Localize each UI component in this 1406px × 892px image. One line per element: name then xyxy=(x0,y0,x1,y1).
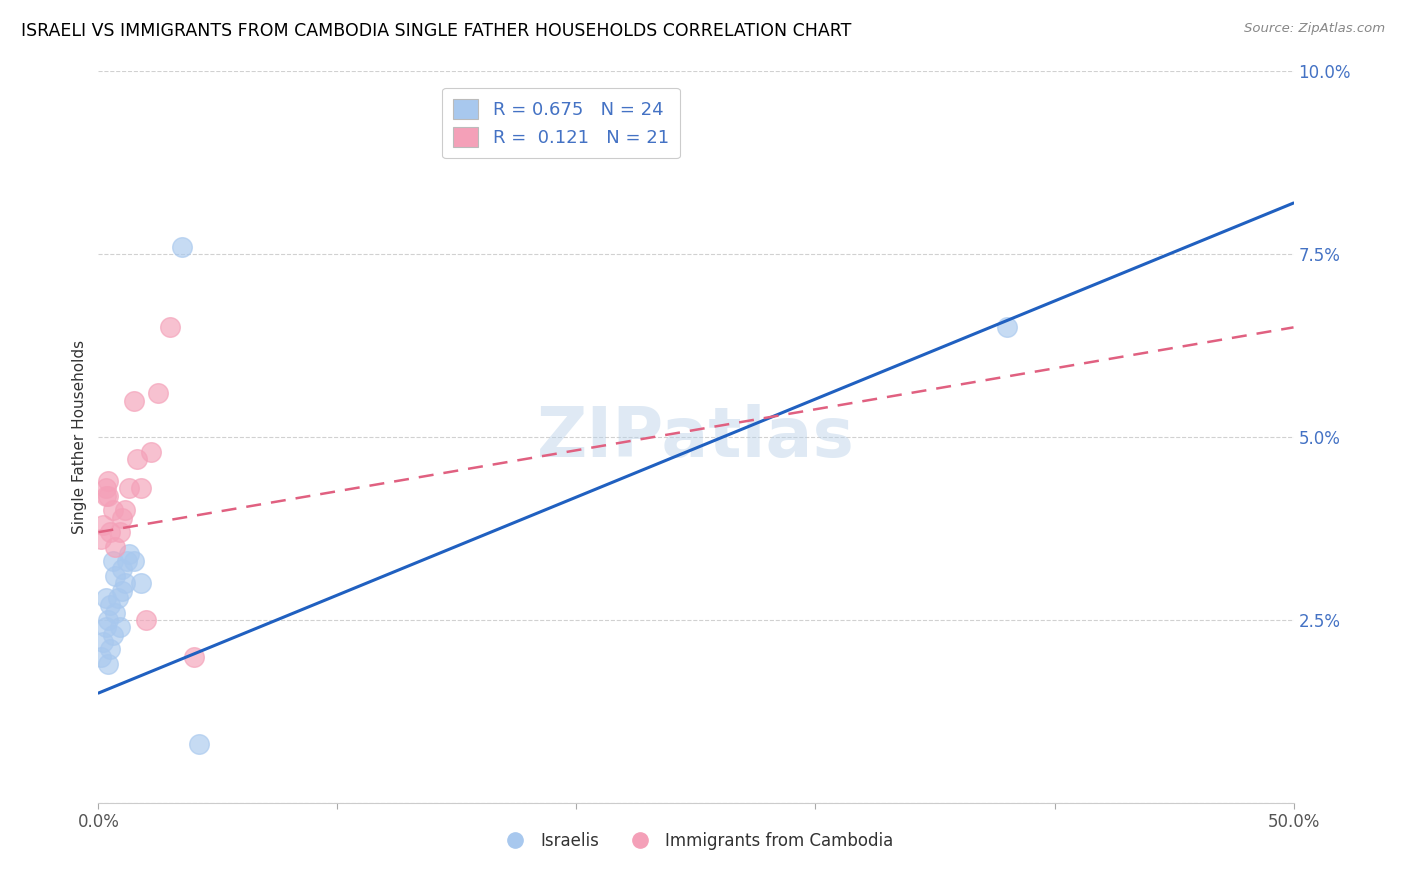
Legend: Israelis, Immigrants from Cambodia: Israelis, Immigrants from Cambodia xyxy=(492,825,900,856)
Point xyxy=(97,474,120,488)
Point xyxy=(131,481,153,495)
Y-axis label: Single Father Households: Single Father Households xyxy=(72,340,87,534)
Text: ZIPatlas: ZIPatlas xyxy=(537,403,855,471)
Point xyxy=(114,576,136,591)
Point xyxy=(101,627,124,641)
Point xyxy=(97,489,120,503)
Point xyxy=(104,569,127,583)
Point xyxy=(94,481,117,495)
Point xyxy=(124,393,146,408)
Point xyxy=(107,591,129,605)
Point xyxy=(97,613,120,627)
Point xyxy=(91,517,114,532)
Point xyxy=(148,386,170,401)
Point xyxy=(98,599,122,613)
Point xyxy=(98,642,122,657)
Point xyxy=(172,240,194,254)
Point xyxy=(108,525,131,540)
Point xyxy=(94,620,117,634)
Point xyxy=(97,657,120,671)
Point xyxy=(111,583,134,598)
Text: Source: ZipAtlas.com: Source: ZipAtlas.com xyxy=(1244,22,1385,36)
Point xyxy=(111,510,134,524)
Point xyxy=(101,503,124,517)
Point xyxy=(104,606,127,620)
Text: ISRAELI VS IMMIGRANTS FROM CAMBODIA SINGLE FATHER HOUSEHOLDS CORRELATION CHART: ISRAELI VS IMMIGRANTS FROM CAMBODIA SING… xyxy=(21,22,852,40)
Point xyxy=(139,444,162,458)
Point xyxy=(995,320,1018,334)
Point xyxy=(131,576,153,591)
Point xyxy=(159,320,181,334)
Point xyxy=(125,452,148,467)
Point xyxy=(104,540,127,554)
Point xyxy=(108,620,131,634)
Point xyxy=(90,649,112,664)
Point xyxy=(111,562,134,576)
Point xyxy=(114,503,136,517)
Point xyxy=(183,649,205,664)
Point xyxy=(98,525,122,540)
Point xyxy=(94,489,117,503)
Point xyxy=(90,533,112,547)
Point xyxy=(135,613,157,627)
Point xyxy=(91,635,114,649)
Point xyxy=(94,591,117,605)
Point xyxy=(187,737,209,751)
Point xyxy=(118,547,141,561)
Point xyxy=(101,554,124,568)
Point xyxy=(118,481,141,495)
Point xyxy=(115,554,138,568)
Point xyxy=(124,554,146,568)
